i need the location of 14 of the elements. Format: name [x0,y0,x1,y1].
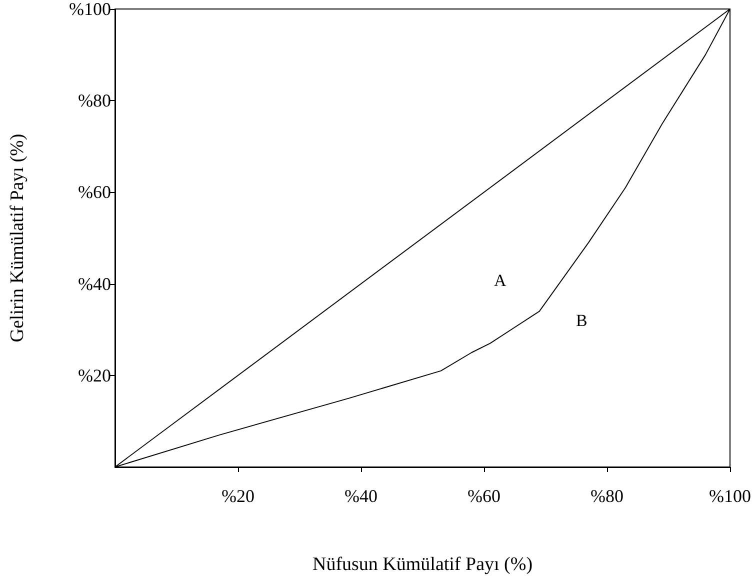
y-tick-label: %40 [78,274,111,294]
y-tick-label: %100 [69,0,111,19]
annotation: A [494,271,507,290]
y-axis-title: Gelirin Kümülatif Payı (%) [7,134,28,342]
x-tick-label: %20 [222,486,254,506]
y-tick-label: %80 [78,90,111,111]
x-axis-title: Nüfusun Kümülatif Payı (%) [312,554,533,575]
y-tick-label: %60 [78,182,111,202]
x-tick-label: %40 [344,486,378,506]
annotation: B [576,311,588,330]
x-tick-label: %80 [590,486,624,506]
x-tick-label: %60 [468,486,500,506]
y-tick-label: %20 [78,365,111,386]
x-tick-label: %100 [709,486,752,506]
